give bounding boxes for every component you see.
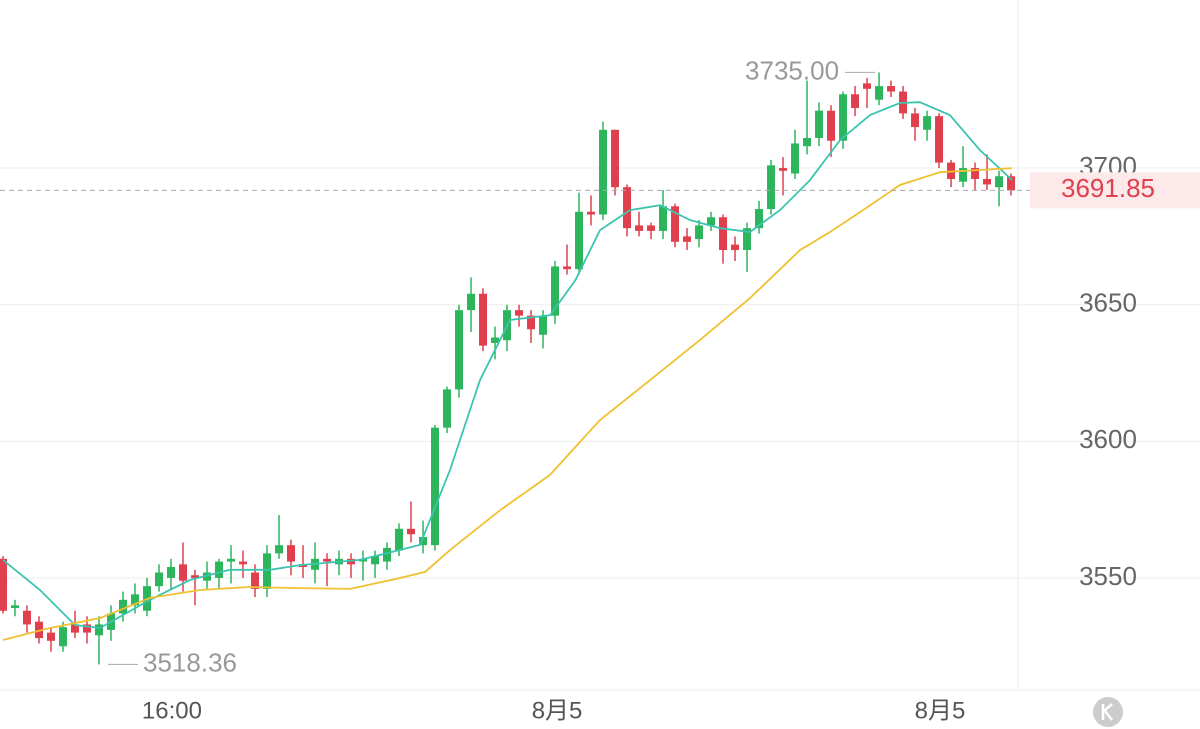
high-marker-label: 3735.00 [745, 55, 839, 85]
candle-body [923, 116, 932, 130]
candle-body [359, 558, 368, 562]
candle-body [539, 315, 548, 335]
candle-body [167, 567, 176, 578]
candle-body [827, 110, 836, 141]
candle-body [683, 236, 692, 242]
x-tick-label: 8月5 [532, 697, 583, 724]
candle-body [287, 545, 296, 562]
candle-body [959, 168, 968, 182]
candle-body [995, 176, 1004, 188]
candle-body [887, 86, 896, 92]
candle-body [611, 129, 620, 188]
k-button-circle[interactable] [1093, 697, 1123, 727]
candle-body [851, 94, 860, 108]
last-price-tag [1030, 172, 1200, 209]
moving-average-line [2, 101, 1013, 629]
candle-body [983, 178, 992, 185]
candle-body [395, 528, 404, 551]
candle-body [23, 610, 32, 625]
candle-body [695, 225, 704, 240]
candle-body [1007, 176, 1016, 191]
last-price-label: 3691.85 [1061, 173, 1155, 203]
candle-body [743, 228, 752, 251]
candle-body [479, 293, 488, 346]
candle-body [635, 225, 644, 231]
candle-body [419, 536, 428, 546]
candle-body [179, 564, 188, 581]
candle-body [275, 545, 284, 554]
candle-body [455, 310, 464, 390]
candle-body [383, 547, 392, 562]
candle-body [647, 225, 656, 231]
candle-body [131, 594, 140, 606]
candle-body [803, 138, 812, 147]
candle-body [119, 599, 128, 614]
candle-body [95, 624, 104, 636]
candle-body [563, 266, 572, 270]
candle-body [707, 217, 716, 226]
candle-body [911, 113, 920, 128]
candle-body [431, 427, 440, 546]
candle-body [467, 293, 476, 311]
candle-body [551, 266, 560, 316]
candle-body [0, 558, 8, 611]
candle-body [239, 561, 248, 565]
candle-body [671, 206, 680, 242]
candle-body [215, 561, 224, 578]
candle-body [599, 129, 608, 215]
x-tick-label: 8月5 [915, 697, 966, 724]
candle-body [83, 624, 92, 633]
moving-average-line [2, 167, 1013, 641]
candle-body [527, 315, 536, 330]
candle-body [755, 209, 764, 229]
candle-body [71, 624, 80, 633]
candle-body [47, 632, 56, 641]
candle-body [227, 558, 236, 562]
k-button[interactable] [1093, 697, 1123, 727]
candle-body [935, 116, 944, 163]
k-button-icon[interactable] [1101, 703, 1113, 721]
candle-body [659, 206, 668, 231]
candle-body [491, 337, 500, 343]
candle-body [719, 217, 728, 251]
candle-body [323, 558, 332, 562]
x-tick-label: 16:00 [142, 697, 202, 724]
candle-body [731, 244, 740, 251]
candle-body [779, 168, 788, 171]
candle-body [575, 211, 584, 270]
candle-body [767, 165, 776, 210]
candle-body [839, 94, 848, 141]
candle-body [251, 572, 260, 589]
candle-body [587, 211, 596, 215]
candle-body [443, 389, 452, 428]
candle-body [263, 553, 272, 589]
candle-body [11, 605, 20, 609]
low-marker-label: 3518.36 [143, 647, 237, 677]
candle-body [407, 528, 416, 535]
candle-body [791, 143, 800, 174]
candle-body [971, 168, 980, 179]
candle-body [191, 575, 200, 578]
candle-body [59, 627, 68, 647]
candle-body [515, 310, 524, 316]
candle-body [371, 556, 380, 565]
candle-body [203, 572, 212, 581]
candle-body [863, 83, 872, 89]
y-tick-label: 3600 [1079, 424, 1137, 454]
candle-body [623, 187, 632, 229]
y-tick-label: 3650 [1079, 288, 1137, 318]
candle-body [815, 110, 824, 138]
candle-body [155, 572, 164, 587]
y-tick-label: 3550 [1079, 561, 1137, 591]
candle-body [875, 86, 884, 100]
